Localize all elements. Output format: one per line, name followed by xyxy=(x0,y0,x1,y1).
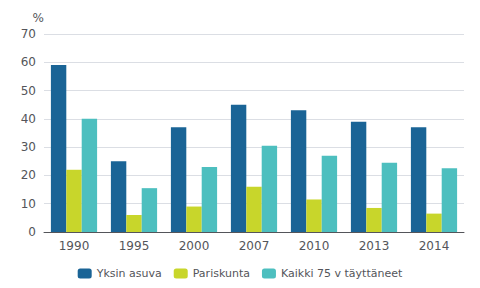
svg-text:2010: 2010 xyxy=(299,239,330,253)
svg-text:2000: 2000 xyxy=(179,239,210,253)
svg-text:2013: 2013 xyxy=(359,239,390,253)
svg-text:2007: 2007 xyxy=(239,239,270,253)
svg-text:60: 60 xyxy=(21,55,36,69)
svg-text:%: % xyxy=(33,11,44,25)
svg-text:70: 70 xyxy=(21,27,36,41)
svg-text:50: 50 xyxy=(21,84,36,98)
svg-text:0: 0 xyxy=(28,225,36,239)
svg-text:40: 40 xyxy=(21,112,36,126)
svg-text:1990: 1990 xyxy=(59,239,90,253)
svg-text:Kaikki 75 v täyttäneet: Kaikki 75 v täyttäneet xyxy=(281,267,403,280)
svg-text:2014: 2014 xyxy=(419,239,450,253)
svg-text:Yksin asuva: Yksin asuva xyxy=(96,267,162,280)
svg-text:1995: 1995 xyxy=(119,239,150,253)
svg-text:10: 10 xyxy=(21,197,36,211)
svg-text:30: 30 xyxy=(21,140,36,154)
svg-text:Pariskunta: Pariskunta xyxy=(193,267,250,280)
svg-text:20: 20 xyxy=(21,168,36,182)
